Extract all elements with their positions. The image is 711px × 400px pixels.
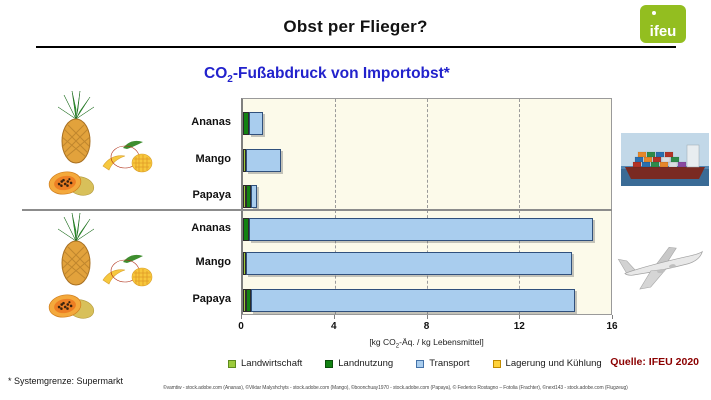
bar-segment-landnutzung <box>246 289 252 312</box>
pineapple-image <box>56 213 96 287</box>
legend-item-landwirtschaft: Landwirtschaft <box>228 358 302 369</box>
category-label-mango: Mango <box>195 153 231 165</box>
bar-row-schiffstransport-mango <box>243 149 282 172</box>
container-ship-image <box>621 133 709 186</box>
logo-dot-icon <box>652 11 656 15</box>
x-tick-mark <box>612 315 613 319</box>
bar-segment-transport <box>246 149 282 172</box>
gridline <box>427 99 428 314</box>
bar-segment-landnutzung <box>246 185 252 208</box>
pineapple-image <box>56 91 96 165</box>
legend-label: Landnutzung <box>338 358 394 369</box>
page-title: Obst per Flieger? <box>283 17 428 36</box>
category-label-ananas: Ananas <box>191 222 231 234</box>
bar-segment-transport <box>248 218 594 241</box>
x-tick-label: 12 <box>513 321 525 332</box>
category-label-mango: Mango <box>195 256 231 268</box>
legend-item-lagerung-und-k-hlung: Lagerung und Kühlung <box>492 358 602 369</box>
bar-segment-transport <box>251 185 257 208</box>
category-label-ananas: Ananas <box>191 116 231 128</box>
bar-segment-transport <box>251 289 575 312</box>
logo-text: ifeu <box>649 23 677 40</box>
bar-row-flugtransport-ananas <box>243 218 594 241</box>
category-label-papaya: Papaya <box>192 189 231 201</box>
x-axis-label: [kg CO2-Äq. / kg Lebensmittel] <box>369 337 484 350</box>
x-tick-label: 16 <box>606 321 618 332</box>
bar-row-schiffstransport-ananas <box>243 112 263 135</box>
chart-title: CO2-Fußabdruck von Importobst* <box>204 65 450 86</box>
bar-segment-landwirtschaft <box>243 289 247 312</box>
legend-swatch <box>492 359 501 368</box>
gridline <box>519 99 520 314</box>
image-credits: ©vamtiw - stock.adobe.com (Ananas), ©Vik… <box>163 385 628 391</box>
legend-swatch <box>416 359 425 368</box>
bar-segment-transport <box>246 252 573 275</box>
x-tick-label: 4 <box>330 321 337 332</box>
header-divider <box>36 46 676 48</box>
mango-image <box>101 254 153 288</box>
bar-segment-landwirtschaft <box>243 185 247 208</box>
gridline <box>335 99 336 314</box>
bar-segment-transport <box>248 112 263 135</box>
bar-segment-landnutzung <box>243 112 249 135</box>
legend-item-transport: Transport <box>416 358 470 369</box>
airplane-image <box>616 237 706 292</box>
bar-row-flugtransport-mango <box>243 252 573 275</box>
x-tick-label: 8 <box>423 321 430 332</box>
legend-label: Landwirtschaft <box>241 358 303 369</box>
papaya-image <box>47 166 95 198</box>
x-tick-mark <box>241 315 242 319</box>
bar-row-schiffstransport-papaya <box>243 185 257 208</box>
bar-segment-landwirtschaft <box>243 149 247 172</box>
x-tick-mark <box>519 315 521 319</box>
category-label-papaya: Papaya <box>192 293 231 305</box>
bar-segment-landnutzung <box>243 218 249 241</box>
bar-segment-landwirtschaft <box>243 252 247 275</box>
system-boundary-note: * Systemgrenze: Supermarkt <box>8 376 124 386</box>
plot-area <box>241 98 612 315</box>
legend-swatch <box>325 359 334 368</box>
legend-label: Lagerung und Kühlung <box>505 358 602 369</box>
group-divider <box>22 209 612 211</box>
legend-label: Transport <box>429 358 470 369</box>
legend-item-landnutzung: Landnutzung <box>325 358 393 369</box>
ifeu-logo: ifeu <box>640 5 686 43</box>
x-tick-mark <box>426 315 428 319</box>
legend-swatch <box>228 359 236 368</box>
bar-row-flugtransport-papaya <box>243 289 575 312</box>
source-label: Quelle: IFEU 2020 <box>610 356 699 368</box>
x-tick-label: 0 <box>238 321 244 332</box>
legend: Landwirtschaft Landnutzung Transport Lageru… <box>228 358 602 369</box>
x-tick-mark <box>333 315 335 319</box>
papaya-image <box>47 289 95 321</box>
mango-image <box>101 140 153 174</box>
